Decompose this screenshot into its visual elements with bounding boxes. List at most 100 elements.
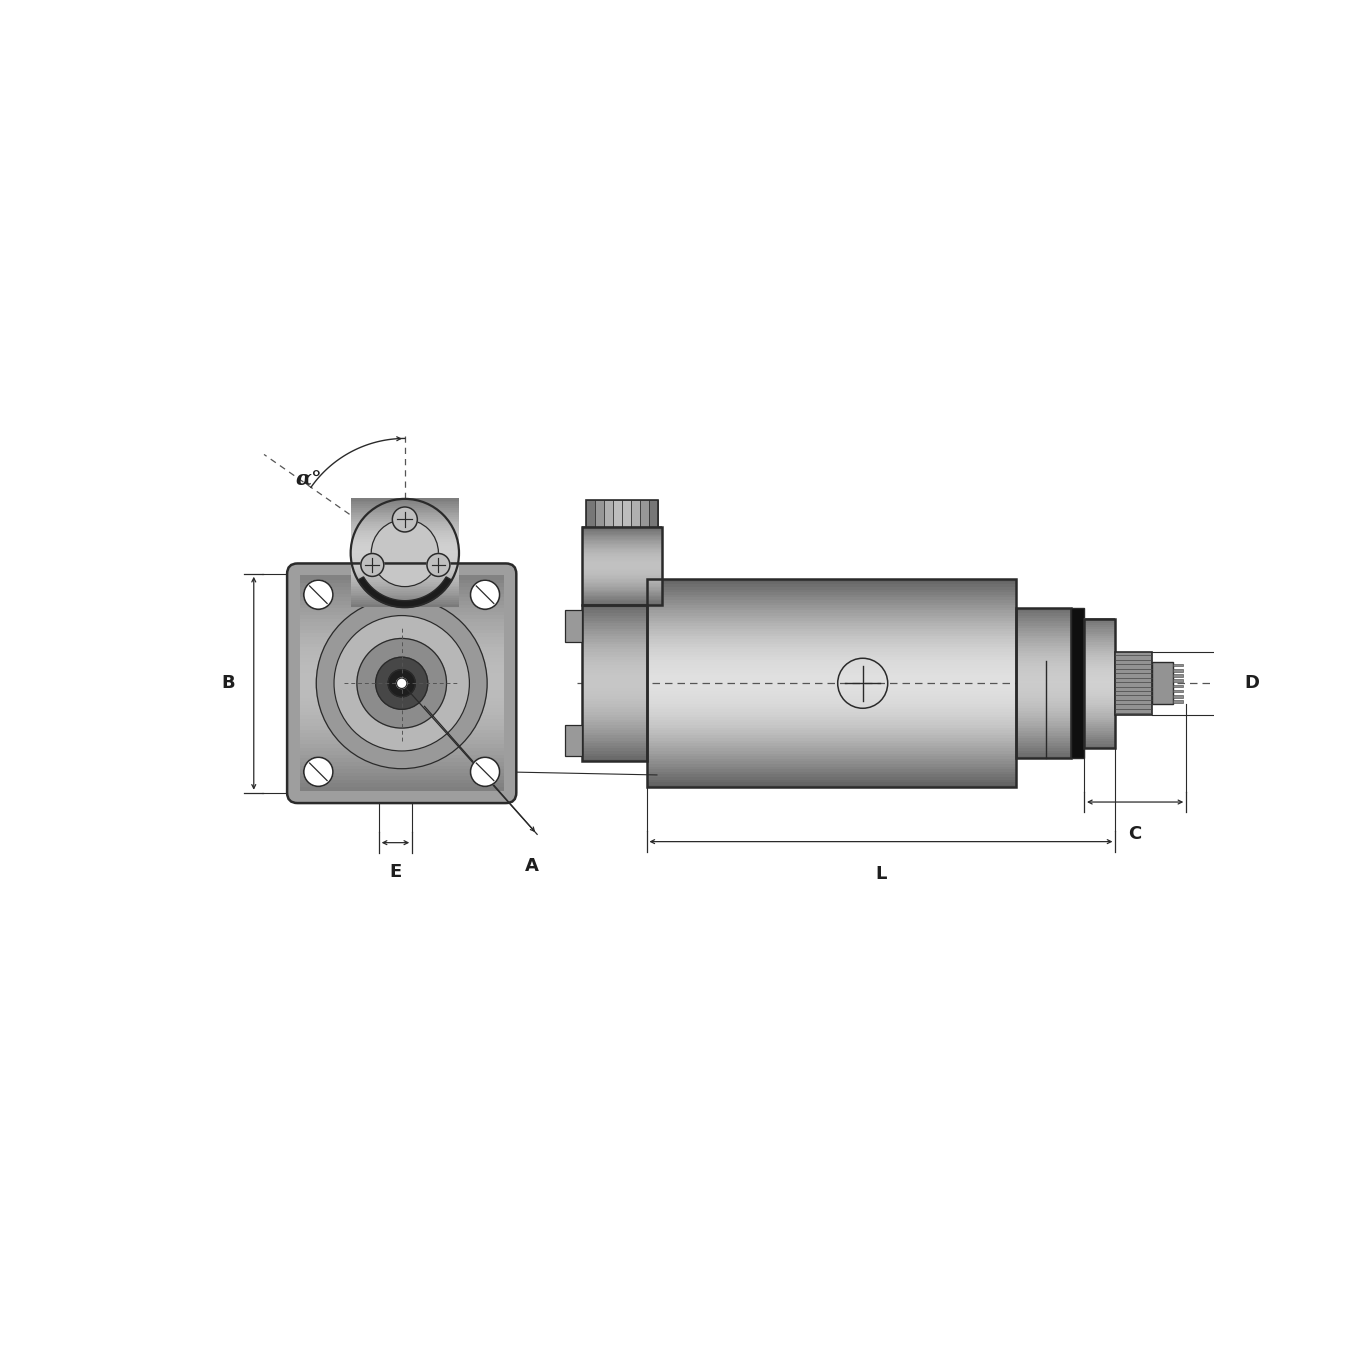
- Bar: [647, 579, 1016, 582]
- Bar: [1084, 714, 1115, 717]
- Bar: [647, 683, 1016, 686]
- Bar: [298, 660, 506, 666]
- Bar: [350, 587, 459, 589]
- Bar: [298, 770, 506, 774]
- Bar: [298, 744, 506, 750]
- Circle shape: [376, 658, 428, 709]
- Bar: [299, 586, 503, 590]
- Bar: [298, 759, 506, 763]
- Bar: [582, 605, 647, 762]
- Bar: [647, 704, 1016, 706]
- Bar: [613, 499, 622, 526]
- Bar: [1016, 628, 1070, 630]
- Bar: [630, 499, 640, 526]
- Bar: [1016, 636, 1070, 639]
- Bar: [582, 587, 662, 590]
- Bar: [582, 541, 662, 543]
- Bar: [350, 555, 459, 556]
- Bar: [582, 675, 647, 678]
- Bar: [582, 729, 647, 733]
- Bar: [582, 698, 647, 701]
- Bar: [1016, 720, 1070, 724]
- Bar: [350, 549, 459, 551]
- Bar: [350, 503, 459, 506]
- Bar: [647, 751, 1016, 754]
- Bar: [350, 529, 459, 532]
- Bar: [1016, 648, 1070, 651]
- Circle shape: [334, 616, 469, 751]
- Bar: [582, 717, 647, 720]
- Bar: [582, 758, 647, 762]
- Bar: [582, 583, 662, 586]
- Bar: [647, 597, 1016, 599]
- Bar: [299, 629, 503, 633]
- Bar: [647, 686, 1016, 689]
- Bar: [582, 743, 647, 746]
- Bar: [1084, 713, 1115, 716]
- Bar: [647, 735, 1016, 737]
- Bar: [299, 603, 503, 607]
- Bar: [647, 583, 1016, 587]
- Bar: [1173, 668, 1183, 671]
- Bar: [1016, 625, 1070, 628]
- Bar: [582, 746, 647, 748]
- Bar: [647, 622, 1016, 626]
- Bar: [298, 733, 506, 737]
- Bar: [582, 617, 647, 621]
- Bar: [1084, 691, 1115, 694]
- Bar: [1016, 717, 1070, 721]
- Bar: [582, 528, 662, 529]
- Bar: [1016, 670, 1070, 674]
- Bar: [298, 628, 506, 632]
- Bar: [1084, 625, 1115, 628]
- Bar: [298, 606, 506, 610]
- Bar: [299, 697, 503, 701]
- Bar: [582, 571, 662, 572]
- Bar: [350, 502, 459, 505]
- Bar: [647, 760, 1016, 764]
- Bar: [298, 624, 506, 629]
- Bar: [350, 576, 459, 578]
- Bar: [582, 607, 647, 610]
- Bar: [647, 579, 1016, 787]
- Circle shape: [471, 758, 499, 786]
- Bar: [647, 729, 1016, 733]
- Bar: [647, 690, 1016, 694]
- Bar: [350, 507, 459, 510]
- Bar: [1016, 613, 1070, 616]
- Bar: [298, 694, 506, 698]
- Bar: [1084, 741, 1115, 744]
- Bar: [298, 643, 506, 647]
- Bar: [299, 744, 503, 748]
- Bar: [582, 737, 647, 740]
- Bar: [299, 664, 503, 668]
- Bar: [647, 630, 1016, 633]
- Bar: [647, 675, 1016, 678]
- Bar: [1084, 724, 1115, 727]
- Bar: [582, 652, 647, 655]
- Bar: [1084, 652, 1115, 655]
- Bar: [647, 698, 1016, 701]
- Bar: [1016, 666, 1070, 668]
- Bar: [582, 641, 647, 644]
- Bar: [582, 584, 662, 587]
- Bar: [298, 781, 506, 785]
- Bar: [647, 610, 1016, 613]
- Bar: [582, 704, 647, 706]
- Bar: [647, 769, 1016, 771]
- Bar: [1084, 717, 1115, 720]
- Bar: [350, 584, 459, 587]
- Bar: [647, 717, 1016, 720]
- Bar: [582, 683, 647, 686]
- Bar: [582, 633, 647, 636]
- Bar: [1084, 702, 1115, 705]
- Bar: [1084, 694, 1115, 697]
- Bar: [1084, 644, 1115, 647]
- Bar: [582, 649, 647, 652]
- Bar: [1016, 660, 1070, 663]
- Bar: [1084, 622, 1115, 625]
- Bar: [647, 706, 1016, 709]
- Bar: [582, 551, 662, 553]
- Bar: [299, 625, 503, 629]
- Bar: [1173, 690, 1183, 693]
